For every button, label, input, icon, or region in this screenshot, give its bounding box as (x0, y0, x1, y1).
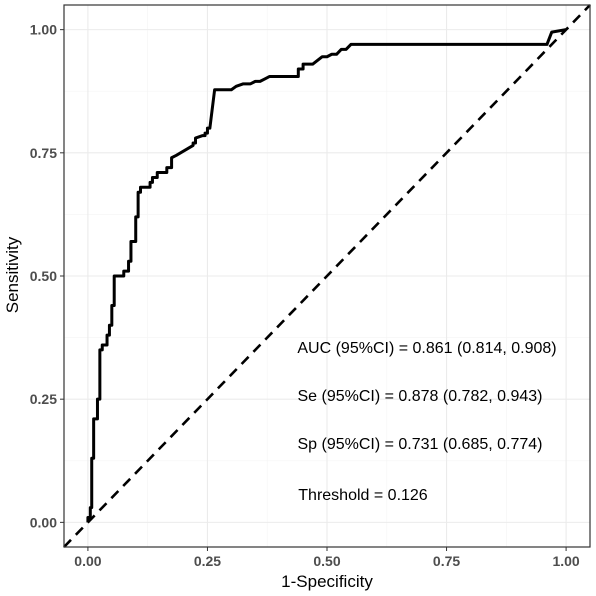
threshold-annotation: Threshold = 0.126 (298, 487, 428, 504)
x-tick-label: 0.50 (313, 553, 340, 569)
reference-diagonal-line (63, 4, 591, 548)
x-axis-title: 1-Specificity (281, 572, 373, 591)
y-tick-label: 0.00 (30, 514, 57, 530)
y-tick-label: 1.00 (30, 22, 57, 38)
x-tick-label: 0.25 (194, 553, 221, 569)
y-axis-title: Sensitivity (3, 236, 22, 313)
roc-curve-layer (86, 28, 567, 523)
x-tick-label: 0.00 (74, 553, 101, 569)
specificity-annotation: Sp (95%CI) = 0.731 (0.685, 0.774) (297, 436, 542, 453)
y-tick-label: 0.25 (30, 391, 57, 407)
axis-ticks: 0.00 0.25 0.50 0.75 1.00 0.00 0.25 0.50 0.75 1.00 (30, 22, 580, 569)
x-tick-label: 1.00 (552, 553, 579, 569)
sensitivity-annotation: Se (95%CI) = 0.878 (0.782, 0.943) (297, 388, 542, 405)
x-tick-label: 0.75 (433, 553, 460, 569)
auc-annotation: AUC (95%CI) = 0.861 (0.814, 0.908) (297, 340, 556, 357)
y-tick-label: 0.50 (30, 268, 57, 284)
y-tick-label: 0.75 (30, 145, 57, 161)
reference-line-layer (63, 4, 591, 548)
roc-curve-line (86, 28, 567, 523)
